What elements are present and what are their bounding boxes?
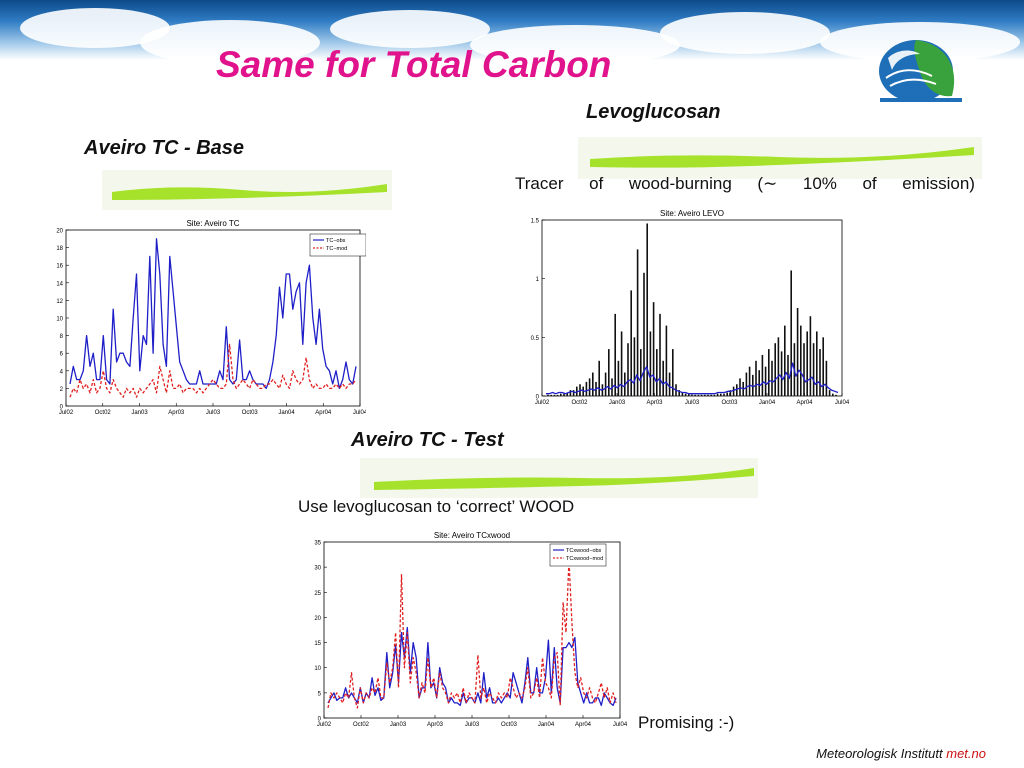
- x-tick-label: Oct02: [95, 410, 112, 416]
- test-note: Use levoglucosan to ‘correct’ WOOD: [298, 497, 575, 516]
- chart-title: Site: Aveiro TC: [186, 219, 239, 228]
- highlight-streak: [578, 137, 982, 179]
- heading-base: Aveiro TC - Base: [84, 137, 245, 159]
- chart-aveiro-tcxwood-svg: Site: Aveiro TCxwood 0 5 10 15 20 25 30 35 Jul02 O…: [314, 531, 628, 728]
- legend-label: TC−obs: [326, 238, 346, 244]
- slide-title: Same for Total Carbon: [216, 44, 612, 85]
- x-tick-label: Apr04: [315, 410, 332, 416]
- levo-note-word: of: [589, 174, 604, 193]
- footer-text: Meteorologisk Institutt: [816, 746, 943, 761]
- y-tick-label: 35: [314, 541, 321, 547]
- levo-note-word: (∼: [757, 174, 778, 193]
- promising-text: Promising :-): [638, 713, 735, 732]
- x-tick-label: Apr04: [575, 722, 592, 728]
- y-tick-label: 0: [318, 717, 322, 723]
- heading-test: Aveiro TC - Test: [351, 429, 504, 451]
- footer-brand: met.no: [946, 746, 986, 761]
- y-tick-label: 12: [56, 299, 63, 305]
- x-tick-label: Jan03: [390, 722, 407, 728]
- levo-note: Tracer of wood-burning (∼ 10% of emissio…: [515, 174, 975, 194]
- x-tick-label: Jul03: [206, 410, 221, 416]
- chart-aveiro-tc-svg: Site: Aveiro TC 0 2 4 6 8 10 12 14 16 18 20 Jul02 Oct…: [56, 219, 368, 416]
- x-tick-label: Jan03: [609, 400, 626, 406]
- y-tick-label: 1.5: [531, 219, 540, 225]
- levo-note-word: of: [862, 174, 877, 193]
- x-tick-label: Jan03: [131, 410, 148, 416]
- levo-note-word: wood-burning: [628, 174, 732, 193]
- y-tick-label: 8: [60, 334, 64, 340]
- y-tick-label: 16: [56, 264, 63, 270]
- y-tick-label: 14: [56, 281, 63, 287]
- x-tick-label: Oct03: [501, 722, 518, 728]
- y-tick-label: 6: [60, 352, 64, 358]
- levo-note-word: emission): [902, 174, 975, 193]
- y-tick-label: 0.5: [531, 336, 540, 342]
- chart-aveiro-levo-svg: Site: Aveiro LEVO 0 0.5 1 1.5 Jul02 Oct02 Jan03…: [531, 209, 850, 406]
- x-tick-label: Jan04: [759, 400, 776, 406]
- x-tick-label: Jul02: [59, 410, 74, 416]
- y-tick-label: 10: [314, 666, 321, 672]
- chart-title: Site: Aveiro TCxwood: [434, 531, 510, 540]
- levo-note-word: Tracer: [515, 174, 564, 193]
- met-logo-icon: [879, 40, 962, 102]
- x-tick-label: Apr03: [168, 410, 185, 416]
- series-line-0: [546, 362, 839, 395]
- plot-area: [323, 541, 621, 719]
- y-tick-label: 25: [314, 591, 321, 597]
- x-tick-label: Jan04: [538, 722, 555, 728]
- x-tick-label: Apr03: [427, 722, 444, 728]
- y-tick-label: 18: [56, 246, 63, 252]
- y-tick-label: 4: [60, 369, 64, 375]
- y-tick-label: 5: [318, 691, 322, 697]
- x-tick-label: Jul02: [535, 400, 550, 406]
- chart-title: Site: Aveiro LEVO: [660, 209, 724, 218]
- x-tick-label: Oct02: [353, 722, 370, 728]
- legend-label: TC−mod: [326, 246, 347, 252]
- y-tick-label: 30: [314, 566, 321, 572]
- series-line-1: [327, 558, 617, 709]
- y-tick-label: 0: [536, 395, 540, 401]
- x-tick-label: Apr03: [646, 400, 663, 406]
- x-tick-label: Jul03: [685, 400, 700, 406]
- x-tick-label: Jul03: [465, 722, 480, 728]
- chart-legend: TC−obs TC−mod: [309, 233, 367, 257]
- x-tick-label: Jul04: [835, 400, 850, 406]
- footer: Meteorologisk Institutt met.no: [816, 746, 986, 761]
- y-tick-label: 15: [314, 641, 321, 647]
- heading-levo: Levoglucosan: [586, 101, 721, 123]
- plot-area: [65, 229, 361, 407]
- x-tick-label: Oct03: [242, 410, 259, 416]
- chart-aveiro-levo: Site: Aveiro LEVO 0 0.5 1 1.5 Jul02 Oct02 Jan03…: [524, 206, 850, 411]
- chart-legend: TCxwood−obs TCxwood−mod: [549, 543, 607, 567]
- x-tick-label: Jul02: [317, 722, 332, 728]
- chart-aveiro-tc: Site: Aveiro TC 0 2 4 6 8 10 12 14 16 18 20 Jul02 Oct…: [48, 216, 368, 421]
- chart-aveiro-tcxwood: Site: Aveiro TCxwood 0 5 10 15 20 25 30 35 Jul02 O…: [304, 528, 634, 735]
- x-tick-label: Oct02: [571, 400, 588, 406]
- y-tick-label: 0: [60, 405, 64, 411]
- legend-label: TCxwood−mod: [566, 556, 603, 562]
- sky-banner: [0, 0, 1024, 65]
- y-tick-label: 20: [56, 229, 63, 235]
- x-tick-label: Jul04: [353, 410, 366, 416]
- y-tick-label: 20: [314, 616, 321, 622]
- y-tick-label: 10: [56, 317, 63, 323]
- x-tick-label: Jan04: [278, 410, 295, 416]
- y-tick-label: 2: [60, 387, 64, 393]
- y-tick-label: 1: [536, 277, 540, 283]
- levo-note-word: 10%: [802, 174, 837, 193]
- x-tick-label: Jul04: [613, 722, 628, 728]
- x-tick-label: Apr04: [796, 400, 813, 406]
- x-tick-label: Oct03: [721, 400, 738, 406]
- highlight-streak: [102, 170, 392, 210]
- series-line-0: [69, 238, 357, 390]
- legend-label: TCxwood−obs: [566, 548, 602, 554]
- highlight-streak: [360, 458, 758, 498]
- series-line-1: [69, 343, 357, 398]
